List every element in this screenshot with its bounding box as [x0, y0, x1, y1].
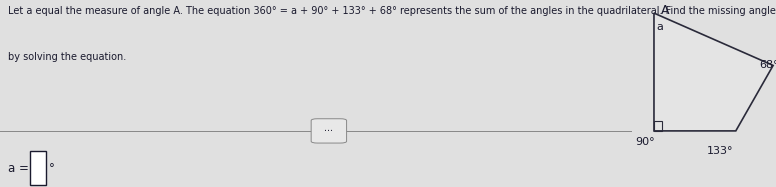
FancyBboxPatch shape — [311, 119, 347, 143]
Text: a: a — [656, 22, 663, 32]
Text: °: ° — [50, 162, 55, 175]
Polygon shape — [654, 13, 773, 131]
Text: Let a equal the measure of angle A. The equation 360° = a + 90° + 133° + 68° rep: Let a equal the measure of angle A. The … — [8, 6, 776, 16]
Bar — [654, 121, 662, 131]
Text: A: A — [661, 4, 670, 17]
Text: ⋯: ⋯ — [324, 126, 334, 135]
Text: 90°: 90° — [636, 137, 655, 146]
Text: by solving the equation.: by solving the equation. — [8, 52, 126, 62]
Text: a =: a = — [8, 162, 33, 175]
Text: 133°: 133° — [707, 146, 733, 156]
Text: 68°: 68° — [759, 60, 776, 70]
Bar — [30, 151, 46, 185]
